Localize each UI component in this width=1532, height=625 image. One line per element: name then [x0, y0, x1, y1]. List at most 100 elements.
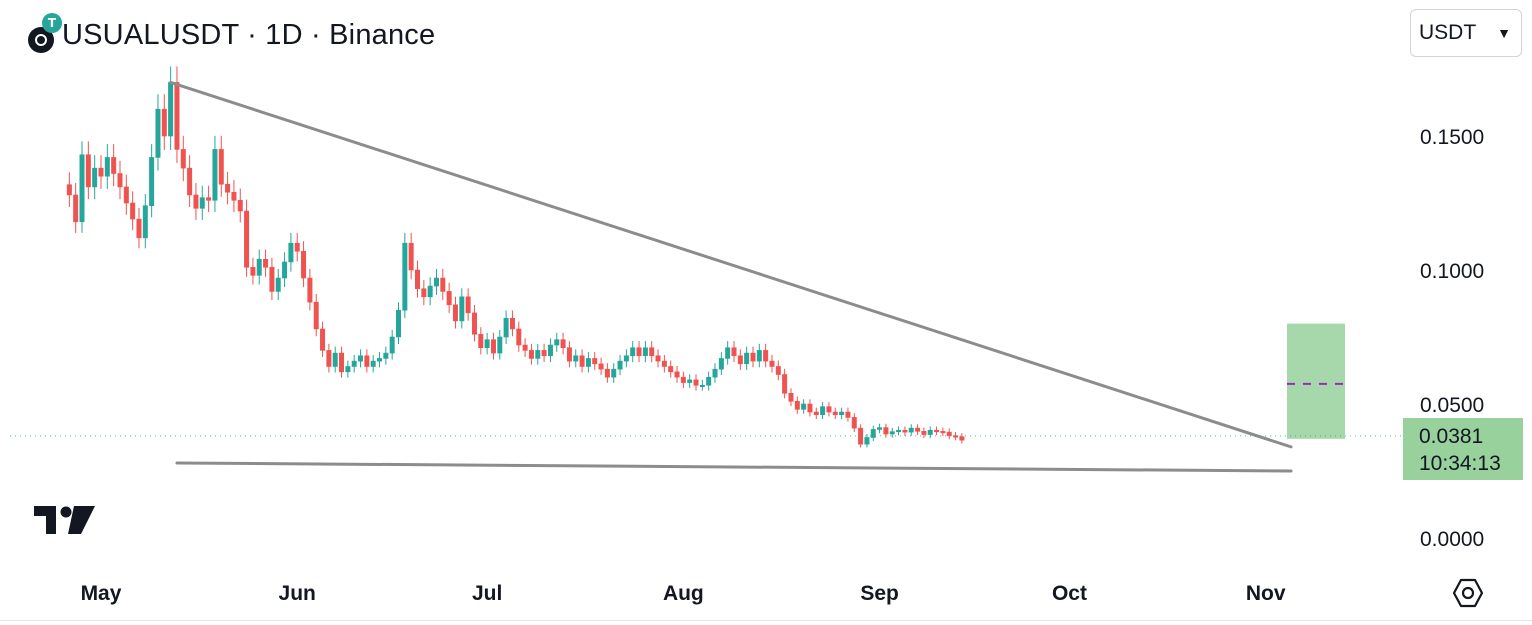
candle-body [757, 350, 761, 361]
candle-body [706, 377, 710, 385]
candle-body [339, 353, 343, 372]
x-tick-label: Jun [279, 582, 316, 605]
candle-body [390, 337, 394, 353]
candle-body [270, 267, 274, 291]
x-tick-label: Oct [1052, 582, 1087, 605]
candle-body [434, 278, 438, 286]
candle-body [295, 243, 299, 251]
candle-body [618, 361, 622, 369]
candle-body [687, 380, 691, 383]
candle-body [782, 375, 786, 394]
candle-body [415, 270, 419, 289]
x-tick-label: Nov [1246, 582, 1286, 605]
candle-body [890, 432, 894, 434]
candle-body [168, 82, 172, 136]
candle-body [289, 243, 293, 262]
candle-body [422, 289, 426, 297]
tradingview-logo-icon [34, 504, 96, 536]
candle-body [162, 109, 166, 136]
candle-body [213, 149, 217, 200]
candle-body [732, 348, 736, 356]
candle-body [669, 366, 673, 371]
candle-body [301, 251, 305, 278]
candle-body [846, 412, 850, 417]
candle-body [92, 168, 96, 187]
candle-body [662, 361, 666, 366]
candle-body [86, 155, 90, 187]
candle-body [877, 428, 881, 430]
resistance-trendline [171, 82, 1291, 446]
candle-body [257, 259, 261, 275]
candle-body [441, 278, 445, 291]
candle-body [643, 348, 647, 356]
candle-body [384, 353, 388, 358]
candle-body [713, 369, 717, 377]
candle-body [517, 329, 521, 345]
candle-body [99, 168, 103, 176]
candle-body [377, 358, 381, 361]
candle-body [111, 157, 115, 173]
y-tick-label: 0.1000 [1420, 260, 1484, 283]
last-price-value: 0.0381 [1419, 423, 1523, 450]
x-tick-label: Aug [663, 582, 704, 605]
currency-select-value: USDT [1419, 21, 1476, 45]
candle-body [244, 211, 248, 267]
candle-body [320, 329, 324, 350]
candle-body [485, 340, 489, 348]
currency-select[interactable]: USDT ▼ [1410, 9, 1522, 57]
candle-body [175, 82, 179, 149]
candle-body [960, 437, 964, 440]
candles-layer [67, 66, 964, 447]
candle-body [814, 412, 818, 415]
candle-body [656, 356, 660, 361]
candle-body [314, 302, 318, 329]
gear-icon[interactable] [1452, 577, 1484, 609]
y-tick-label: 0.0000 [1420, 528, 1484, 551]
candle-body [187, 168, 191, 195]
candle-body [776, 366, 780, 374]
candle-body [675, 372, 679, 377]
candle-body [865, 438, 869, 445]
candle-body [472, 313, 476, 334]
candle-body [934, 430, 938, 432]
candle-body [143, 206, 147, 238]
candle-body [808, 404, 812, 412]
symbol-header: T USUALUSDT · 1D · Binance [28, 14, 435, 56]
candle-body [206, 198, 210, 201]
candle-body [833, 412, 837, 415]
candle-body [637, 348, 641, 356]
candle-body [409, 243, 413, 270]
candle-body [820, 407, 824, 415]
candle-body [504, 318, 508, 337]
candle-body [428, 286, 432, 297]
candle-body [498, 337, 502, 353]
candle-body [181, 149, 185, 168]
candle-body [574, 356, 578, 361]
candle-body [593, 358, 597, 363]
candle-body [346, 366, 350, 371]
candle-body [681, 377, 685, 382]
tether-badge-icon: T [42, 13, 62, 33]
candle-body [523, 345, 527, 350]
candle-body [567, 348, 571, 361]
candle-body [263, 259, 267, 267]
candle-body [725, 348, 729, 359]
candle-body [922, 431, 926, 434]
candle-body [73, 195, 77, 222]
candle-body [460, 297, 464, 321]
candle-body [156, 109, 160, 157]
candle-body [770, 361, 774, 366]
x-tick-label: Sep [860, 582, 899, 605]
candle-body [479, 334, 483, 347]
candle-body [536, 350, 540, 358]
candle-body [238, 200, 242, 211]
candle-body [333, 353, 337, 366]
candle-body [871, 429, 875, 437]
candle-body [491, 340, 495, 353]
candle-body [947, 432, 951, 435]
annotations-layer [10, 82, 1403, 471]
target-zone-box [1287, 324, 1345, 439]
candle-body [852, 417, 856, 428]
candle-body [251, 267, 255, 275]
